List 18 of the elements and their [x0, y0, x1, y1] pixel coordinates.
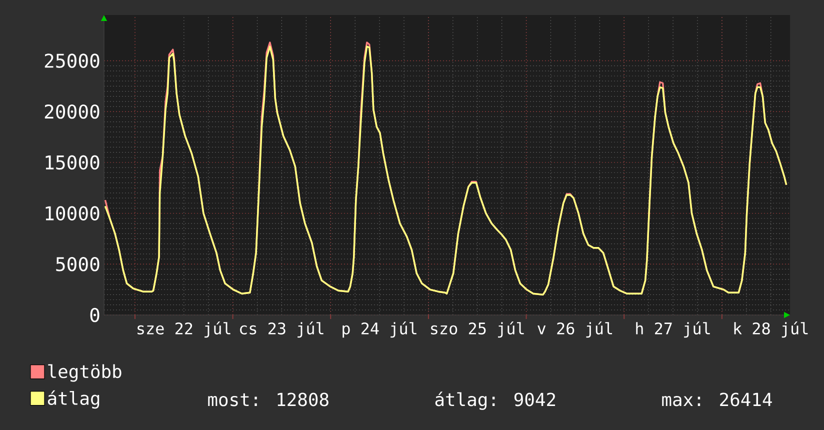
y-tick-label: 25000	[44, 54, 100, 68]
x-tick-label: v 26 júl	[538, 322, 612, 338]
x-tick-label: p 24 júl	[342, 322, 416, 338]
x-tick-label: szo 25 júl	[431, 322, 524, 338]
legend-label: átlag	[48, 390, 100, 409]
x-tick-label: h 27 júl	[636, 322, 710, 338]
y-tick-label: 20000	[44, 104, 100, 119]
legend-label: legtöbb	[48, 364, 122, 382]
text: most: 12808	[208, 392, 328, 406]
y-tick-label: 5000	[56, 256, 100, 272]
text: átlag: 9042	[435, 392, 556, 410]
y-tick-label: 10000	[46, 206, 100, 220]
y-tick-label: 0	[90, 308, 100, 322]
text: max: 26414	[662, 392, 772, 406]
x-tick-label: k 28 júl	[734, 322, 808, 338]
y-tick-label: 15000	[46, 155, 100, 170]
x-tick-label: cs 23 júl	[240, 322, 324, 338]
x-tick-label: sze 22 júl	[138, 322, 230, 338]
